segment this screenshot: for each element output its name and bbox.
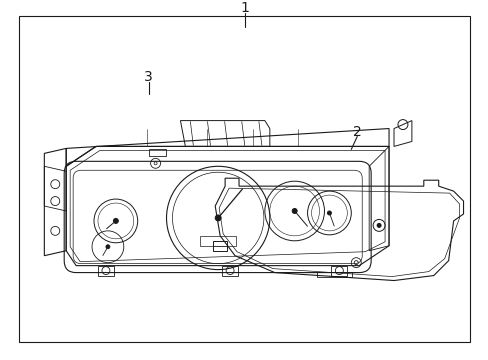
- Text: 2: 2: [352, 125, 361, 139]
- Text: 3: 3: [144, 70, 153, 84]
- Circle shape: [292, 208, 297, 213]
- Bar: [200, 236, 236, 246]
- Circle shape: [106, 245, 110, 249]
- Circle shape: [327, 211, 331, 215]
- Circle shape: [376, 224, 380, 228]
- Circle shape: [113, 219, 118, 224]
- Text: 1: 1: [240, 1, 249, 15]
- Circle shape: [215, 215, 221, 221]
